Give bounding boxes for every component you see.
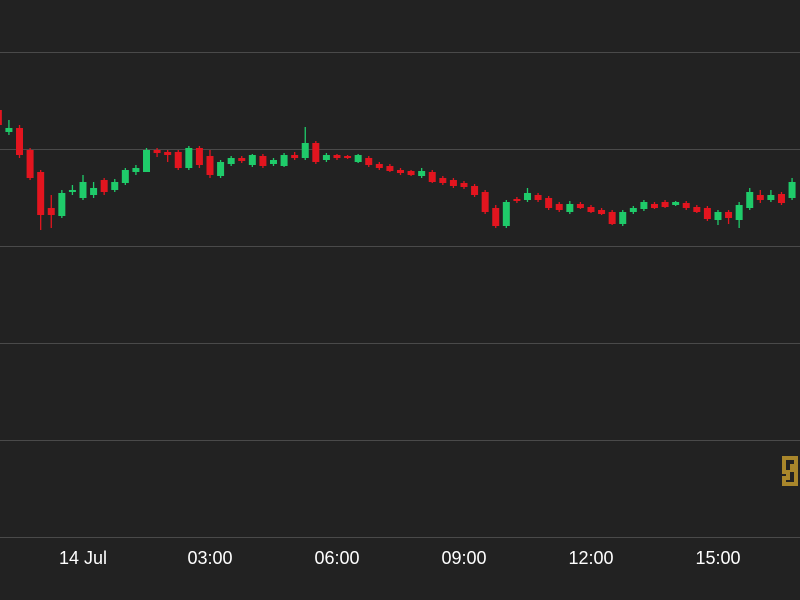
candle-body bbox=[195, 148, 203, 165]
candle-body bbox=[629, 208, 637, 212]
candle-body bbox=[291, 155, 299, 158]
candle-body bbox=[90, 188, 98, 195]
candle-body bbox=[185, 148, 193, 168]
x-tick-label: 14 Jul bbox=[59, 548, 107, 568]
candle-body bbox=[333, 155, 341, 158]
candle-body bbox=[672, 202, 680, 205]
candle-body bbox=[650, 204, 658, 208]
candle-body bbox=[206, 156, 214, 175]
candle-body bbox=[449, 180, 457, 186]
candle-body bbox=[576, 204, 584, 208]
candle-body bbox=[227, 158, 235, 164]
candle-body bbox=[428, 172, 436, 182]
candle-body bbox=[682, 203, 690, 208]
x-tick-label: 12:00 bbox=[568, 548, 613, 568]
candle-body bbox=[58, 193, 66, 216]
candle-body bbox=[619, 212, 627, 224]
candle-body bbox=[344, 156, 352, 158]
candle-body bbox=[354, 155, 362, 162]
candle-body bbox=[767, 195, 775, 200]
candle-body bbox=[259, 156, 267, 166]
candle-body bbox=[513, 199, 521, 201]
candle-body bbox=[68, 190, 76, 192]
candle-body bbox=[693, 207, 701, 212]
candle-body bbox=[481, 192, 489, 212]
candle-body bbox=[523, 193, 531, 200]
x-tick-label: 15:00 bbox=[695, 548, 740, 568]
candle-body bbox=[396, 170, 404, 173]
candle-body bbox=[407, 171, 415, 175]
candle-body bbox=[269, 160, 277, 164]
candle-body bbox=[545, 198, 553, 208]
candle-body bbox=[5, 128, 13, 132]
candle-body bbox=[703, 208, 711, 219]
candle-body bbox=[725, 212, 733, 218]
candle-body bbox=[37, 172, 45, 215]
candle-body bbox=[439, 178, 447, 183]
candle-body bbox=[121, 170, 129, 183]
candle-body bbox=[492, 208, 500, 226]
candle-body bbox=[598, 210, 606, 214]
candle-body bbox=[386, 166, 394, 171]
candle-body bbox=[132, 168, 140, 172]
candle-body bbox=[100, 180, 108, 192]
x-tick-label: 03:00 bbox=[187, 548, 232, 568]
candle-body bbox=[661, 202, 669, 207]
candle-body bbox=[534, 195, 542, 200]
logo-shape bbox=[782, 456, 798, 486]
candle-body bbox=[735, 205, 743, 220]
candle-body bbox=[640, 202, 648, 209]
candle-body bbox=[0, 110, 2, 125]
candle-body bbox=[375, 164, 383, 168]
candles bbox=[0, 110, 796, 230]
candle-body bbox=[248, 155, 256, 165]
candle-body bbox=[312, 143, 320, 162]
x-tick-label: 09:00 bbox=[441, 548, 486, 568]
candle-body bbox=[280, 155, 288, 166]
x-tick-label: 06:00 bbox=[314, 548, 359, 568]
watermark-logo bbox=[782, 456, 798, 486]
candle-body bbox=[111, 182, 119, 190]
candle-body bbox=[26, 150, 34, 178]
candle-body bbox=[143, 150, 151, 172]
candle-body bbox=[788, 182, 796, 198]
candle-body bbox=[777, 194, 785, 203]
candle-body bbox=[174, 152, 182, 168]
candle-body bbox=[217, 162, 225, 176]
candle-body bbox=[47, 208, 55, 215]
candle-body bbox=[555, 204, 563, 210]
candle-body bbox=[153, 150, 161, 153]
candle-body bbox=[587, 207, 595, 212]
candle-body bbox=[471, 186, 479, 195]
candle-body bbox=[365, 158, 373, 165]
candle-body bbox=[460, 183, 468, 187]
candle-body bbox=[238, 158, 246, 161]
candle-body bbox=[756, 195, 764, 200]
candle-body bbox=[566, 204, 574, 212]
candle-body bbox=[16, 128, 24, 155]
candle-body bbox=[79, 182, 87, 198]
grid bbox=[0, 52, 800, 538]
candle-body bbox=[322, 155, 330, 160]
candle-body bbox=[301, 143, 309, 158]
candle-body bbox=[714, 212, 722, 220]
candle-body bbox=[746, 192, 754, 208]
candle-body bbox=[164, 152, 172, 155]
candle-body bbox=[418, 171, 426, 176]
candle-body bbox=[608, 212, 616, 224]
candle-body bbox=[502, 202, 510, 226]
